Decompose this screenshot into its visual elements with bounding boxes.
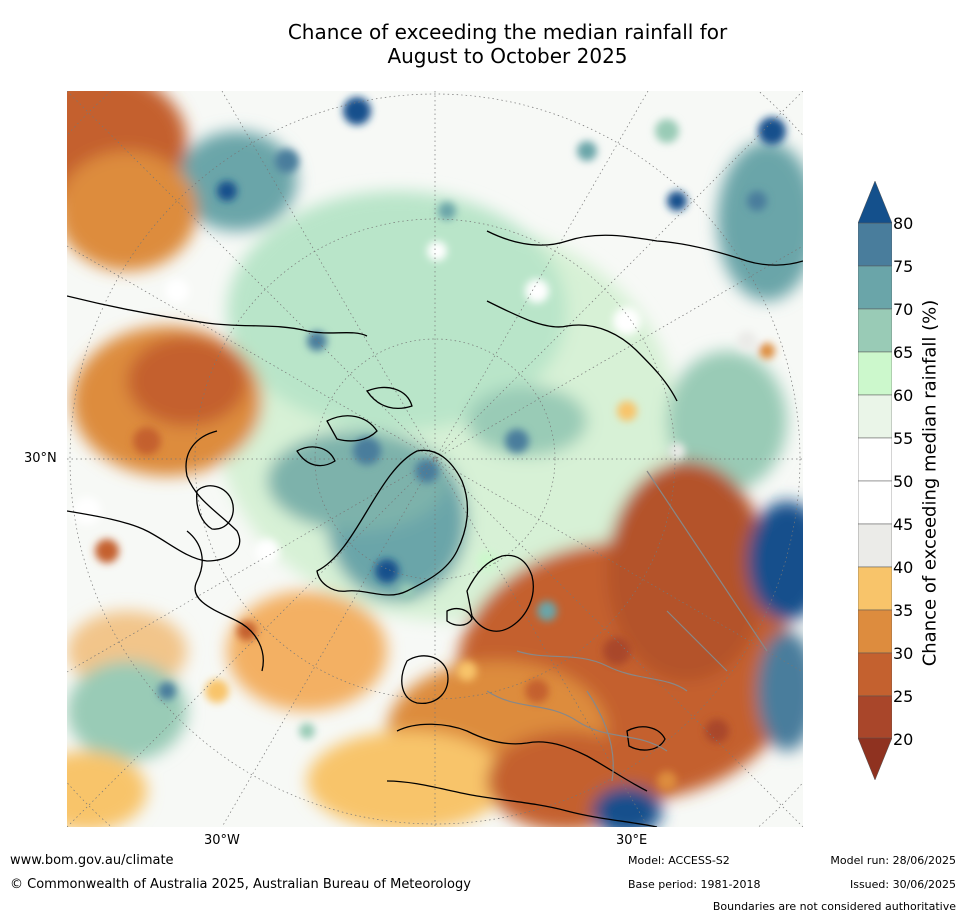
colorbar-band bbox=[858, 308, 892, 353]
coastlines bbox=[67, 230, 803, 827]
colorbar-band bbox=[858, 609, 892, 654]
field-teal-ne bbox=[717, 141, 803, 301]
graticule bbox=[67, 91, 803, 827]
colorbar-tick-45: 45 bbox=[893, 515, 914, 534]
colorbar-tick-80: 80 bbox=[893, 214, 914, 233]
lat-label-30n: 30°N bbox=[24, 451, 57, 466]
colorbar-bottom-arrow bbox=[858, 737, 892, 781]
colorbar-tick-20: 20 bbox=[893, 730, 914, 749]
title-line-2: August to October 2025 bbox=[387, 44, 628, 68]
colorbar-tick-70: 70 bbox=[893, 300, 914, 319]
colorbar-band bbox=[858, 437, 892, 482]
colorbar-tick-40: 40 bbox=[893, 558, 914, 577]
map-svg bbox=[67, 91, 803, 827]
field-green-siberia bbox=[467, 386, 587, 456]
lon-label-30e: 30°E bbox=[616, 833, 648, 848]
coast-arctic-islands bbox=[296, 386, 413, 467]
footer-copyright: © Commonwealth of Australia 2025, Austra… bbox=[10, 877, 471, 892]
footer-model-run: Model run: 28/06/2025 bbox=[830, 854, 956, 867]
colorbar-label: Chance of exceeding median rainfall (%) bbox=[919, 299, 941, 667]
field-orange-sw bbox=[67, 751, 147, 827]
colorbar-tick-65: 65 bbox=[893, 343, 914, 362]
field-blue-east bbox=[747, 501, 803, 621]
field-teal-arctic-canada bbox=[267, 431, 447, 531]
field-orange-atlantic bbox=[227, 591, 387, 711]
colorbar-tick-25: 25 bbox=[893, 687, 914, 706]
colorbar-band bbox=[858, 695, 892, 740]
rainfall-map bbox=[67, 91, 803, 827]
coast-siberia bbox=[486, 230, 803, 402]
colorbar-band bbox=[858, 351, 892, 396]
colorbar-band bbox=[858, 222, 892, 267]
field-green-sw bbox=[67, 661, 187, 761]
field-green-north bbox=[227, 191, 567, 431]
borders bbox=[486, 470, 768, 782]
field-brown-east-russia bbox=[607, 461, 767, 681]
colorbar-tick-55: 55 bbox=[893, 429, 914, 448]
colorbar bbox=[858, 181, 892, 781]
field-brown-west-na bbox=[127, 336, 247, 426]
colorbar-band bbox=[858, 523, 892, 568]
coast-hudson-bay bbox=[196, 485, 234, 530]
footer-issued: Issued: 30/06/2025 bbox=[849, 878, 956, 891]
colorbar-swatches bbox=[858, 222, 892, 740]
colorbar-band bbox=[858, 480, 892, 525]
lon-label-30w: 30°W bbox=[204, 833, 240, 848]
coast-north-america bbox=[67, 295, 368, 672]
coast-iceland bbox=[446, 608, 473, 626]
coast-mediterranean bbox=[386, 780, 658, 827]
colorbar-band bbox=[858, 394, 892, 439]
field-orange-nw bbox=[67, 151, 197, 271]
footer-disclaimer: Boundaries are not considered authoritat… bbox=[712, 900, 956, 913]
field-blue-south bbox=[592, 786, 662, 827]
coast-black-sea bbox=[626, 726, 666, 751]
title-line-1: Chance of exceeding the median rainfall … bbox=[287, 20, 728, 44]
colorbar-tick-30: 30 bbox=[893, 644, 914, 663]
colorbar-band bbox=[858, 566, 892, 611]
colorbar-band bbox=[858, 652, 892, 697]
field-orange-atlantic-south bbox=[307, 731, 507, 827]
colorbar-band bbox=[858, 265, 892, 310]
probability-speckles bbox=[73, 97, 786, 791]
field-teal-nw bbox=[177, 131, 297, 231]
colorbar-tick-60: 60 bbox=[893, 386, 914, 405]
coast-europe bbox=[396, 655, 648, 792]
footer-model: Model: ACCESS-S2 bbox=[628, 854, 730, 867]
chart-title: Chance of exceeding the median rainfall … bbox=[230, 20, 785, 68]
colorbar-top-arrow bbox=[858, 181, 892, 224]
colorbar-tick-35: 35 bbox=[893, 601, 914, 620]
footer-base-period: Base period: 1981-2018 bbox=[628, 878, 761, 891]
footer-website: www.bom.gov.au/climate bbox=[10, 853, 174, 868]
colorbar-tick-50: 50 bbox=[893, 472, 914, 491]
coast-scandinavia bbox=[466, 554, 534, 632]
coast-greenland bbox=[316, 449, 469, 596]
field-green-east bbox=[667, 351, 787, 491]
field-blue-east-lower bbox=[757, 631, 803, 751]
colorbar-tick-75: 75 bbox=[893, 257, 914, 276]
